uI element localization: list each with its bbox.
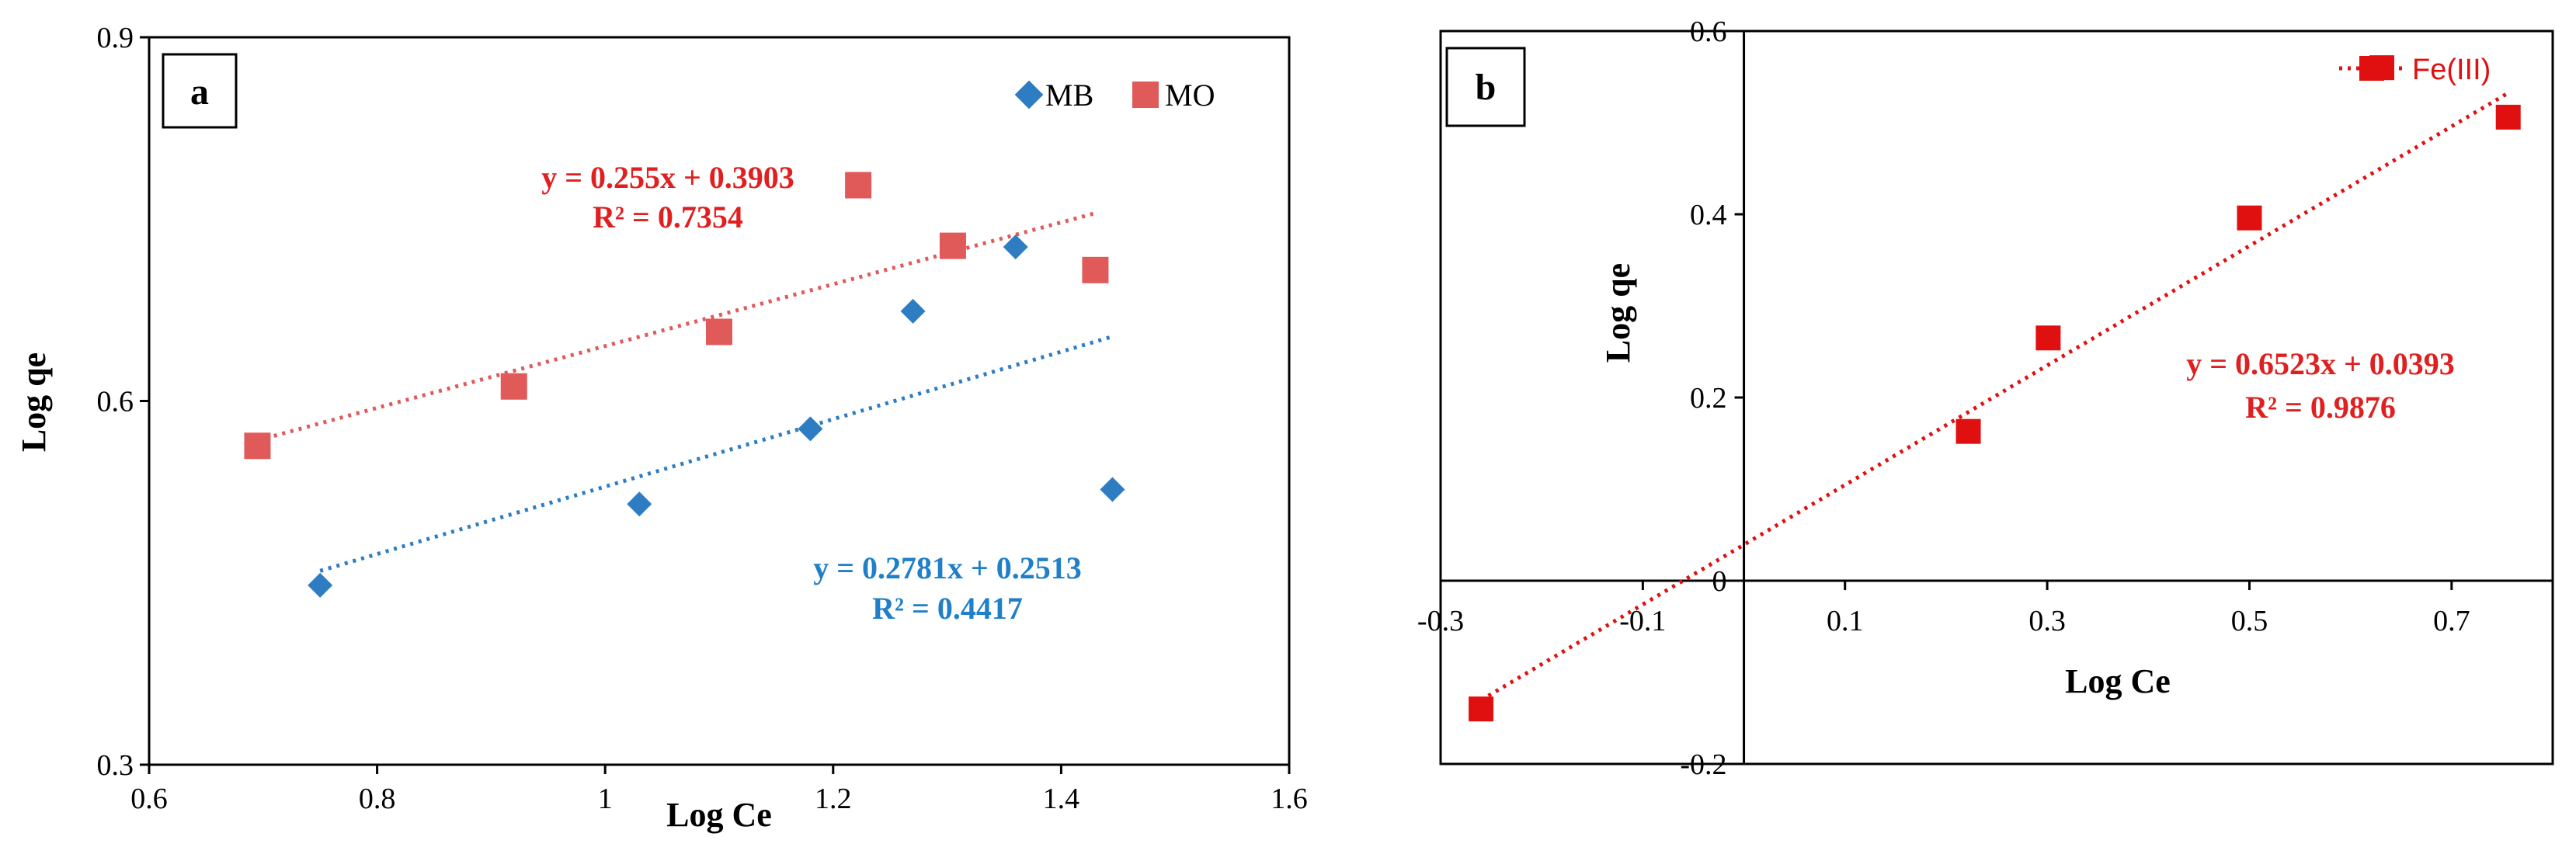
panel-a-tag: a: [190, 71, 209, 113]
panel-a-x-axis-title: Log Ce: [666, 796, 772, 834]
panel-a-tag-box: [162, 53, 238, 129]
panel-a-x-tick-label: 1.2: [815, 783, 852, 815]
panel-a-x-tick-label: 0.6: [130, 783, 168, 815]
legend-fe-marker: [2359, 56, 2384, 81]
mo-point: [939, 232, 966, 259]
fe-point: [1955, 418, 1981, 444]
panel-a-x-tick-label: 1: [598, 783, 613, 815]
legend-fe-label: Fe(III): [2412, 54, 2491, 86]
panel-a-x-tick-label: 0.8: [359, 783, 396, 815]
fe-point: [2035, 325, 2061, 351]
panel-b-x-tick-label: 0.3: [2028, 605, 2066, 637]
fe-r2: R² = 0.9876: [2245, 390, 2396, 425]
panel-a-y-tick-label: 0.9: [97, 22, 134, 54]
fe-point: [1469, 696, 1494, 722]
legend-mb-marker: [1014, 80, 1044, 109]
panel-a-y-tick-label: 0.3: [97, 749, 134, 782]
panel-a-background: [0, 0, 1312, 850]
mo-r2: R² = 0.7354: [593, 200, 743, 234]
panel-a-ticks: 0.6 0.8 1 1.2 1.4 1.60.30.60.9: [97, 22, 1308, 815]
mo-point: [244, 432, 271, 460]
fe-point: [2495, 104, 2521, 130]
panel-b-y-tick-label: 0: [1712, 565, 1727, 598]
legend-mb-label: MB: [1045, 78, 1093, 113]
mb-point: [308, 572, 333, 598]
panel-b-plot-border: [1439, 30, 2554, 765]
mb-point: [1100, 477, 1125, 502]
panel-b-x-tick-label: -0.1: [1619, 605, 1666, 637]
panel-b-ticks: -0.3 -0.1 0.1 0.3 0.5 0.7 -0.2 0 0.2 0.4 0.6: [1417, 16, 2470, 781]
panel-a-trendlines: [256, 211, 1114, 573]
mb-point: [627, 491, 652, 517]
panel-b-x-tick-label: 0.5: [2231, 605, 2268, 637]
panel-b-y-axis-title: Log qe: [1599, 263, 1637, 363]
panel-b-trendlines: [1479, 91, 2509, 702]
legend-mo-marker: [1132, 82, 1159, 108]
panel-b-y-tick-label: 0.4: [1690, 199, 1727, 231]
mo-point: [706, 318, 732, 345]
legend-mo-label: MO: [1165, 78, 1215, 113]
mb-trendline: [319, 335, 1114, 573]
panel-a: 0.6 0.8 1 1.2 1.4 1.60.30.60.9 a MB MO y = 0.…: [0, 0, 1312, 850]
panel-b-y-tick-label: 0.2: [1690, 382, 1727, 415]
panel-b-x-axis-title: Log Ce: [2065, 662, 2171, 700]
panel-b-tag-box: [1445, 47, 1526, 127]
panel-b-x-tick-label: -0.3: [1417, 605, 1464, 637]
panel-a-x-tick-label: 1.6: [1271, 783, 1308, 815]
panel-a-x-tick-label: 1.4: [1043, 783, 1080, 815]
panel-b-y-tick-label: 0.6: [1690, 16, 1727, 48]
mb-r2: R² = 0.4417: [872, 591, 1023, 626]
mb-equation: y = 0.2781x + 0.2513: [813, 550, 1082, 585]
mo-point: [1082, 256, 1109, 283]
panel-b: -0.3 -0.1 0.1 0.3 0.5 0.7 -0.2 0 0.2 0.4 0.6 b Fe(…: [1382, 0, 2576, 850]
panel-b-tag: b: [1476, 67, 1497, 108]
panel-a-y-tick-label: 0.6: [97, 386, 134, 418]
fe-point: [2237, 205, 2262, 231]
panel-b-y-tick-label: -0.2: [1680, 748, 1726, 781]
panel-b-legend: Fe(III): [2339, 54, 2491, 86]
mb-point: [1003, 234, 1028, 260]
mb-point: [900, 298, 926, 324]
fe-trendline: [1479, 91, 2509, 702]
mb-point: [798, 416, 823, 442]
panel-a-y-axis-title: Log qe: [15, 352, 53, 452]
panel-a-legend: MB MO: [1014, 78, 1215, 113]
panel-b-points: [1469, 55, 2521, 722]
panel-b-x-tick-label: 0.7: [2433, 605, 2470, 637]
mo-point: [500, 373, 527, 400]
panel-b-x-tick-label: 0.1: [1827, 605, 1864, 637]
mo-point: [845, 172, 872, 199]
fe-equation: y = 0.6523x + 0.0393: [2186, 346, 2455, 381]
mo-equation: y = 0.255x + 0.3903: [541, 160, 794, 195]
panel-a-points: [244, 172, 1125, 598]
